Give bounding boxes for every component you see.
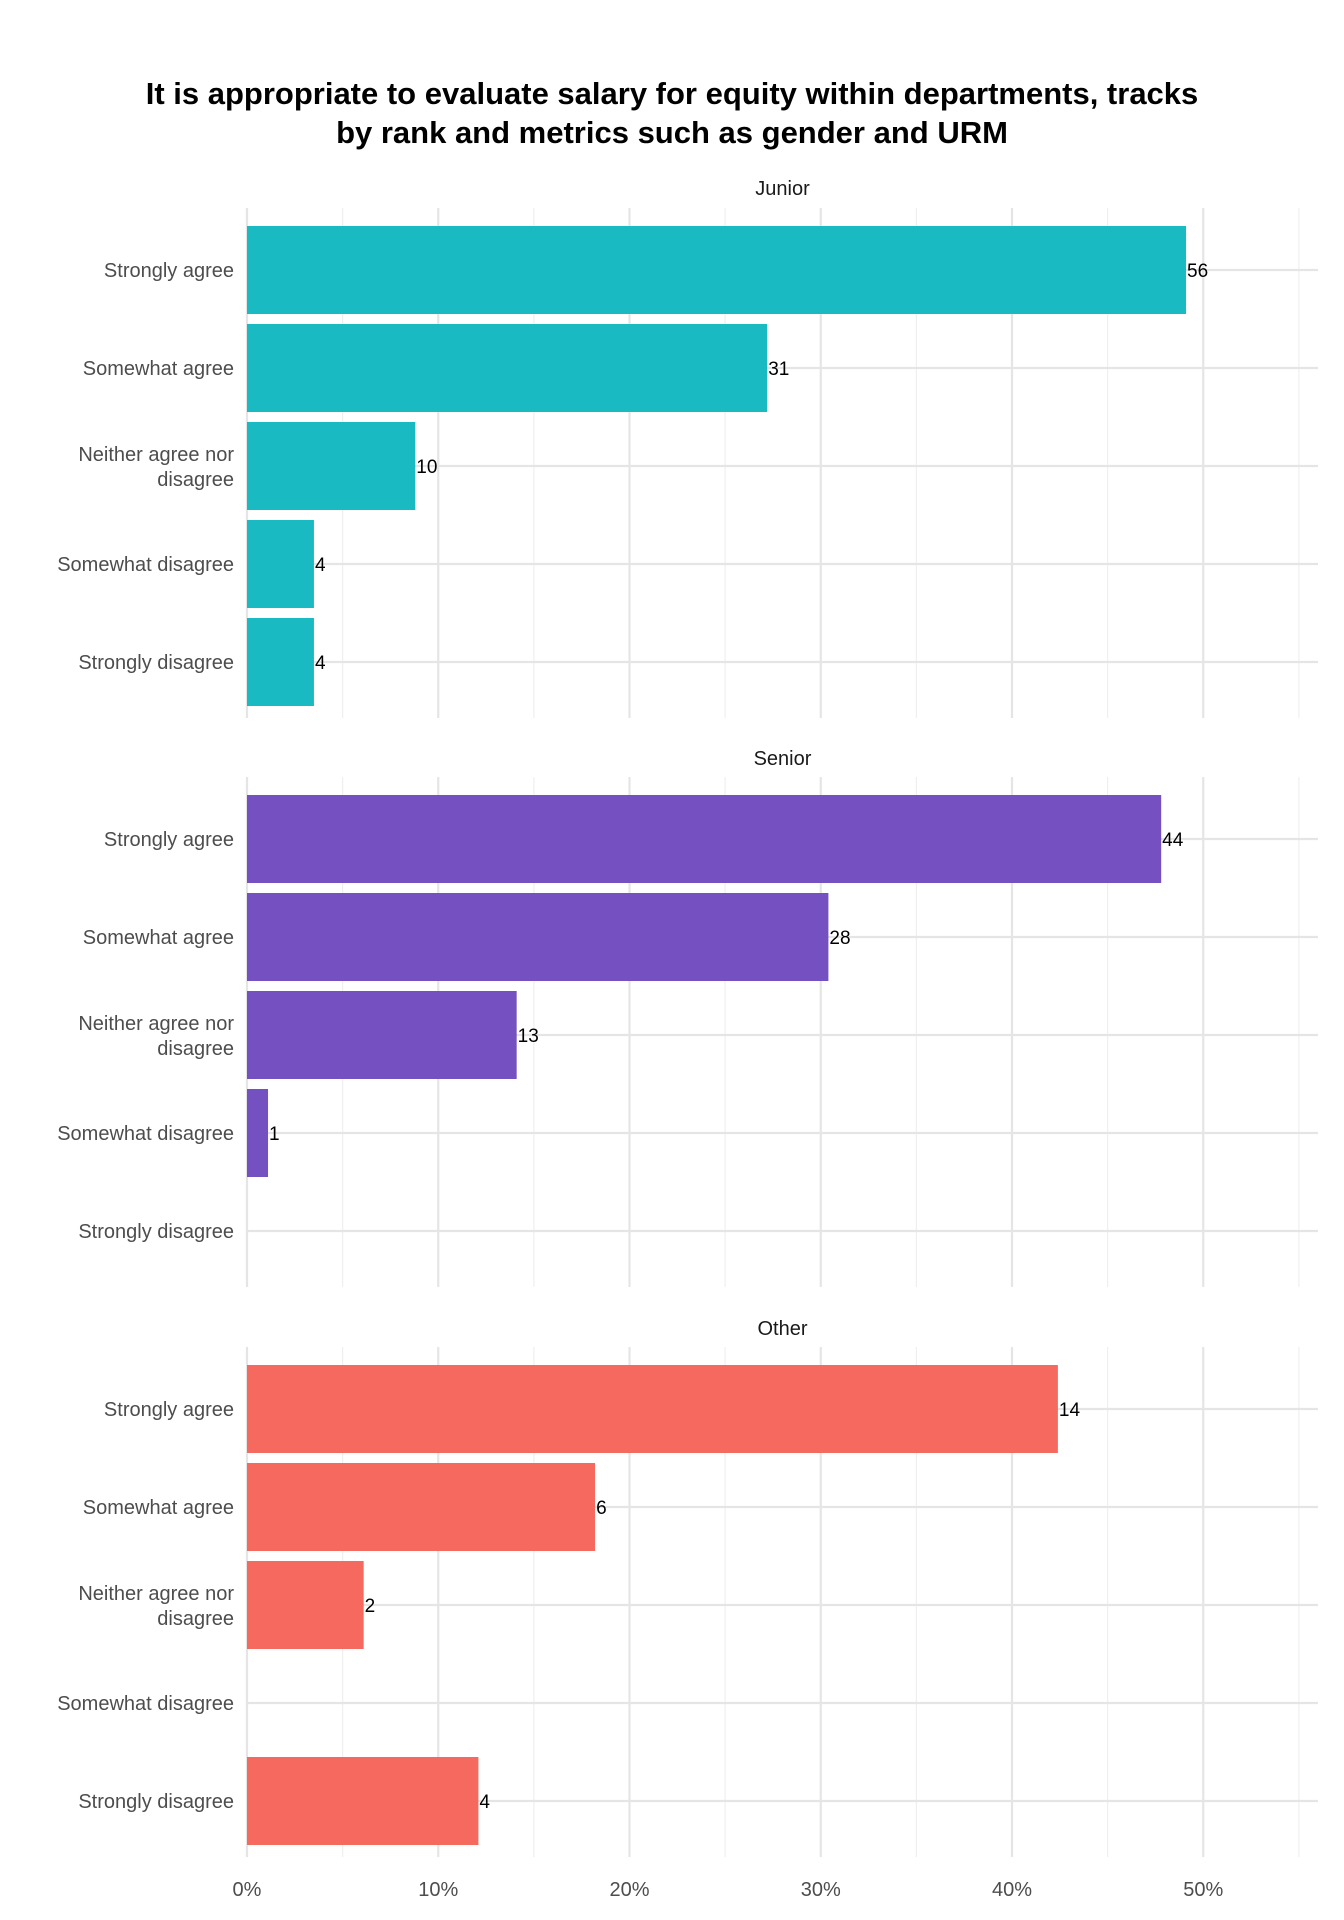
category-label-line: disagree	[157, 1038, 234, 1060]
category-label: Strongly agree	[104, 260, 234, 282]
category-label-line: disagree	[157, 469, 234, 491]
category-label: Somewhat disagree	[57, 1693, 234, 1715]
bar-count-label: 4	[479, 1792, 490, 1813]
bar	[247, 795, 1162, 883]
bar-count-label: 56	[1187, 261, 1208, 282]
panels: Junior Strongly agree 56 Somewhat agree 31 Ne…	[57, 178, 1318, 1857]
category-label-line: Neither agree nor	[78, 1583, 234, 1605]
category-label: Somewhat disagree	[57, 554, 234, 576]
bar	[247, 1365, 1058, 1453]
bar-count-label: 44	[1162, 830, 1184, 851]
bar	[247, 324, 768, 412]
bar-count-label: 14	[1059, 1400, 1081, 1421]
category-label: Strongly disagree	[78, 1221, 234, 1243]
category-label: Neither agree nor disagree	[78, 444, 234, 491]
x-tick-label: 50%	[1183, 1879, 1223, 1901]
bar-count-label: 31	[768, 359, 789, 380]
bar	[247, 1463, 596, 1551]
chart-title-line-1: It is appropriate to evaluate salary for…	[146, 76, 1199, 111]
x-tick-label: 40%	[992, 1879, 1032, 1901]
bar-count-label: 28	[829, 928, 850, 949]
category-label: Somewhat agree	[83, 1497, 234, 1519]
bar	[247, 991, 517, 1079]
panel-title: Senior	[754, 748, 812, 770]
bar-count-label: 13	[518, 1026, 539, 1047]
category-label-line: Neither agree nor	[78, 444, 234, 466]
panel-other: Other Strongly agree 14 Somewhat agree 6 Neit…	[57, 1318, 1318, 1857]
category-label: Somewhat agree	[83, 927, 234, 949]
bar	[247, 422, 416, 510]
category-label: Strongly agree	[104, 1399, 234, 1421]
bar-count-label: 4	[315, 653, 326, 674]
bar-count-label: 6	[596, 1498, 607, 1519]
category-label: Somewhat disagree	[57, 1123, 234, 1145]
x-tick-label: 30%	[801, 1879, 841, 1901]
x-axis: 0% 10% 20% 30% 40% 50%	[233, 1879, 1224, 1901]
panel-junior: Junior Strongly agree 56 Somewhat agree 31 Ne…	[57, 178, 1318, 718]
category-label: Strongly agree	[104, 829, 234, 851]
category-label: Neither agree nor disagree	[78, 1583, 234, 1630]
bar	[247, 520, 314, 608]
x-tick-label: 20%	[609, 1879, 649, 1901]
bar-count-label: 2	[365, 1596, 376, 1617]
bar	[247, 893, 829, 981]
bar-count-label: 1	[269, 1124, 280, 1145]
bar	[247, 226, 1187, 314]
category-label-line: disagree	[157, 1608, 234, 1630]
bar	[247, 618, 314, 706]
category-label: Strongly disagree	[78, 1791, 234, 1813]
bar	[247, 1561, 364, 1649]
x-tick-label: 10%	[418, 1879, 458, 1901]
bar-count-label: 10	[416, 457, 437, 478]
bar	[247, 1757, 479, 1845]
panel-title: Other	[757, 1318, 807, 1340]
panel-title: Junior	[755, 178, 810, 200]
bar-count-label: 4	[315, 555, 326, 576]
panel-senior: Senior Strongly agree 44 Somewhat agree 28 Ne…	[57, 748, 1318, 1287]
category-label: Somewhat agree	[83, 358, 234, 380]
category-label: Neither agree nor disagree	[78, 1013, 234, 1060]
chart-title-line-2: by rank and metrics such as gender and U…	[336, 115, 1008, 150]
category-label-line: Neither agree nor	[78, 1013, 234, 1035]
x-tick-label: 0%	[233, 1879, 262, 1901]
bar	[247, 1089, 269, 1177]
category-label: Strongly disagree	[78, 652, 234, 674]
